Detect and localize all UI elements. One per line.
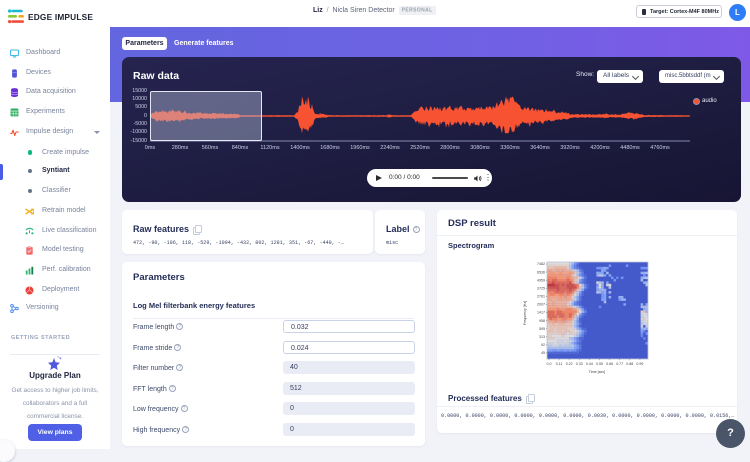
svg-text:7482: 7482: [537, 262, 545, 266]
svg-text:0.44: 0.44: [586, 362, 593, 366]
svg-text:Time [sec]: Time [sec]: [589, 370, 605, 374]
svg-text:Frequency [Hz]: Frequency [Hz]: [523, 301, 527, 325]
svg-text:0.11: 0.11: [556, 362, 563, 366]
svg-text:0.88: 0.88: [626, 362, 633, 366]
svg-text:0.99: 0.99: [636, 362, 643, 366]
svg-text:0.55: 0.55: [596, 362, 603, 366]
svg-text:92: 92: [541, 343, 545, 347]
svg-text:0.66: 0.66: [606, 362, 613, 366]
svg-text:45: 45: [541, 351, 545, 355]
svg-text:6536: 6536: [537, 270, 545, 274]
svg-text:313: 313: [539, 335, 545, 339]
svg-text:0.77: 0.77: [616, 362, 623, 366]
svg-text:2007: 2007: [537, 303, 545, 307]
svg-text:0.0: 0.0: [547, 362, 552, 366]
svg-text:1417: 1417: [537, 311, 545, 315]
svg-text:4959: 4959: [537, 278, 545, 282]
svg-text:3725: 3725: [537, 287, 545, 291]
svg-text:2761: 2761: [537, 295, 545, 299]
svg-text:0.33: 0.33: [576, 362, 583, 366]
svg-text:958: 958: [539, 319, 545, 323]
svg-text:595: 595: [539, 327, 545, 331]
svg-text:0.22: 0.22: [566, 362, 573, 366]
